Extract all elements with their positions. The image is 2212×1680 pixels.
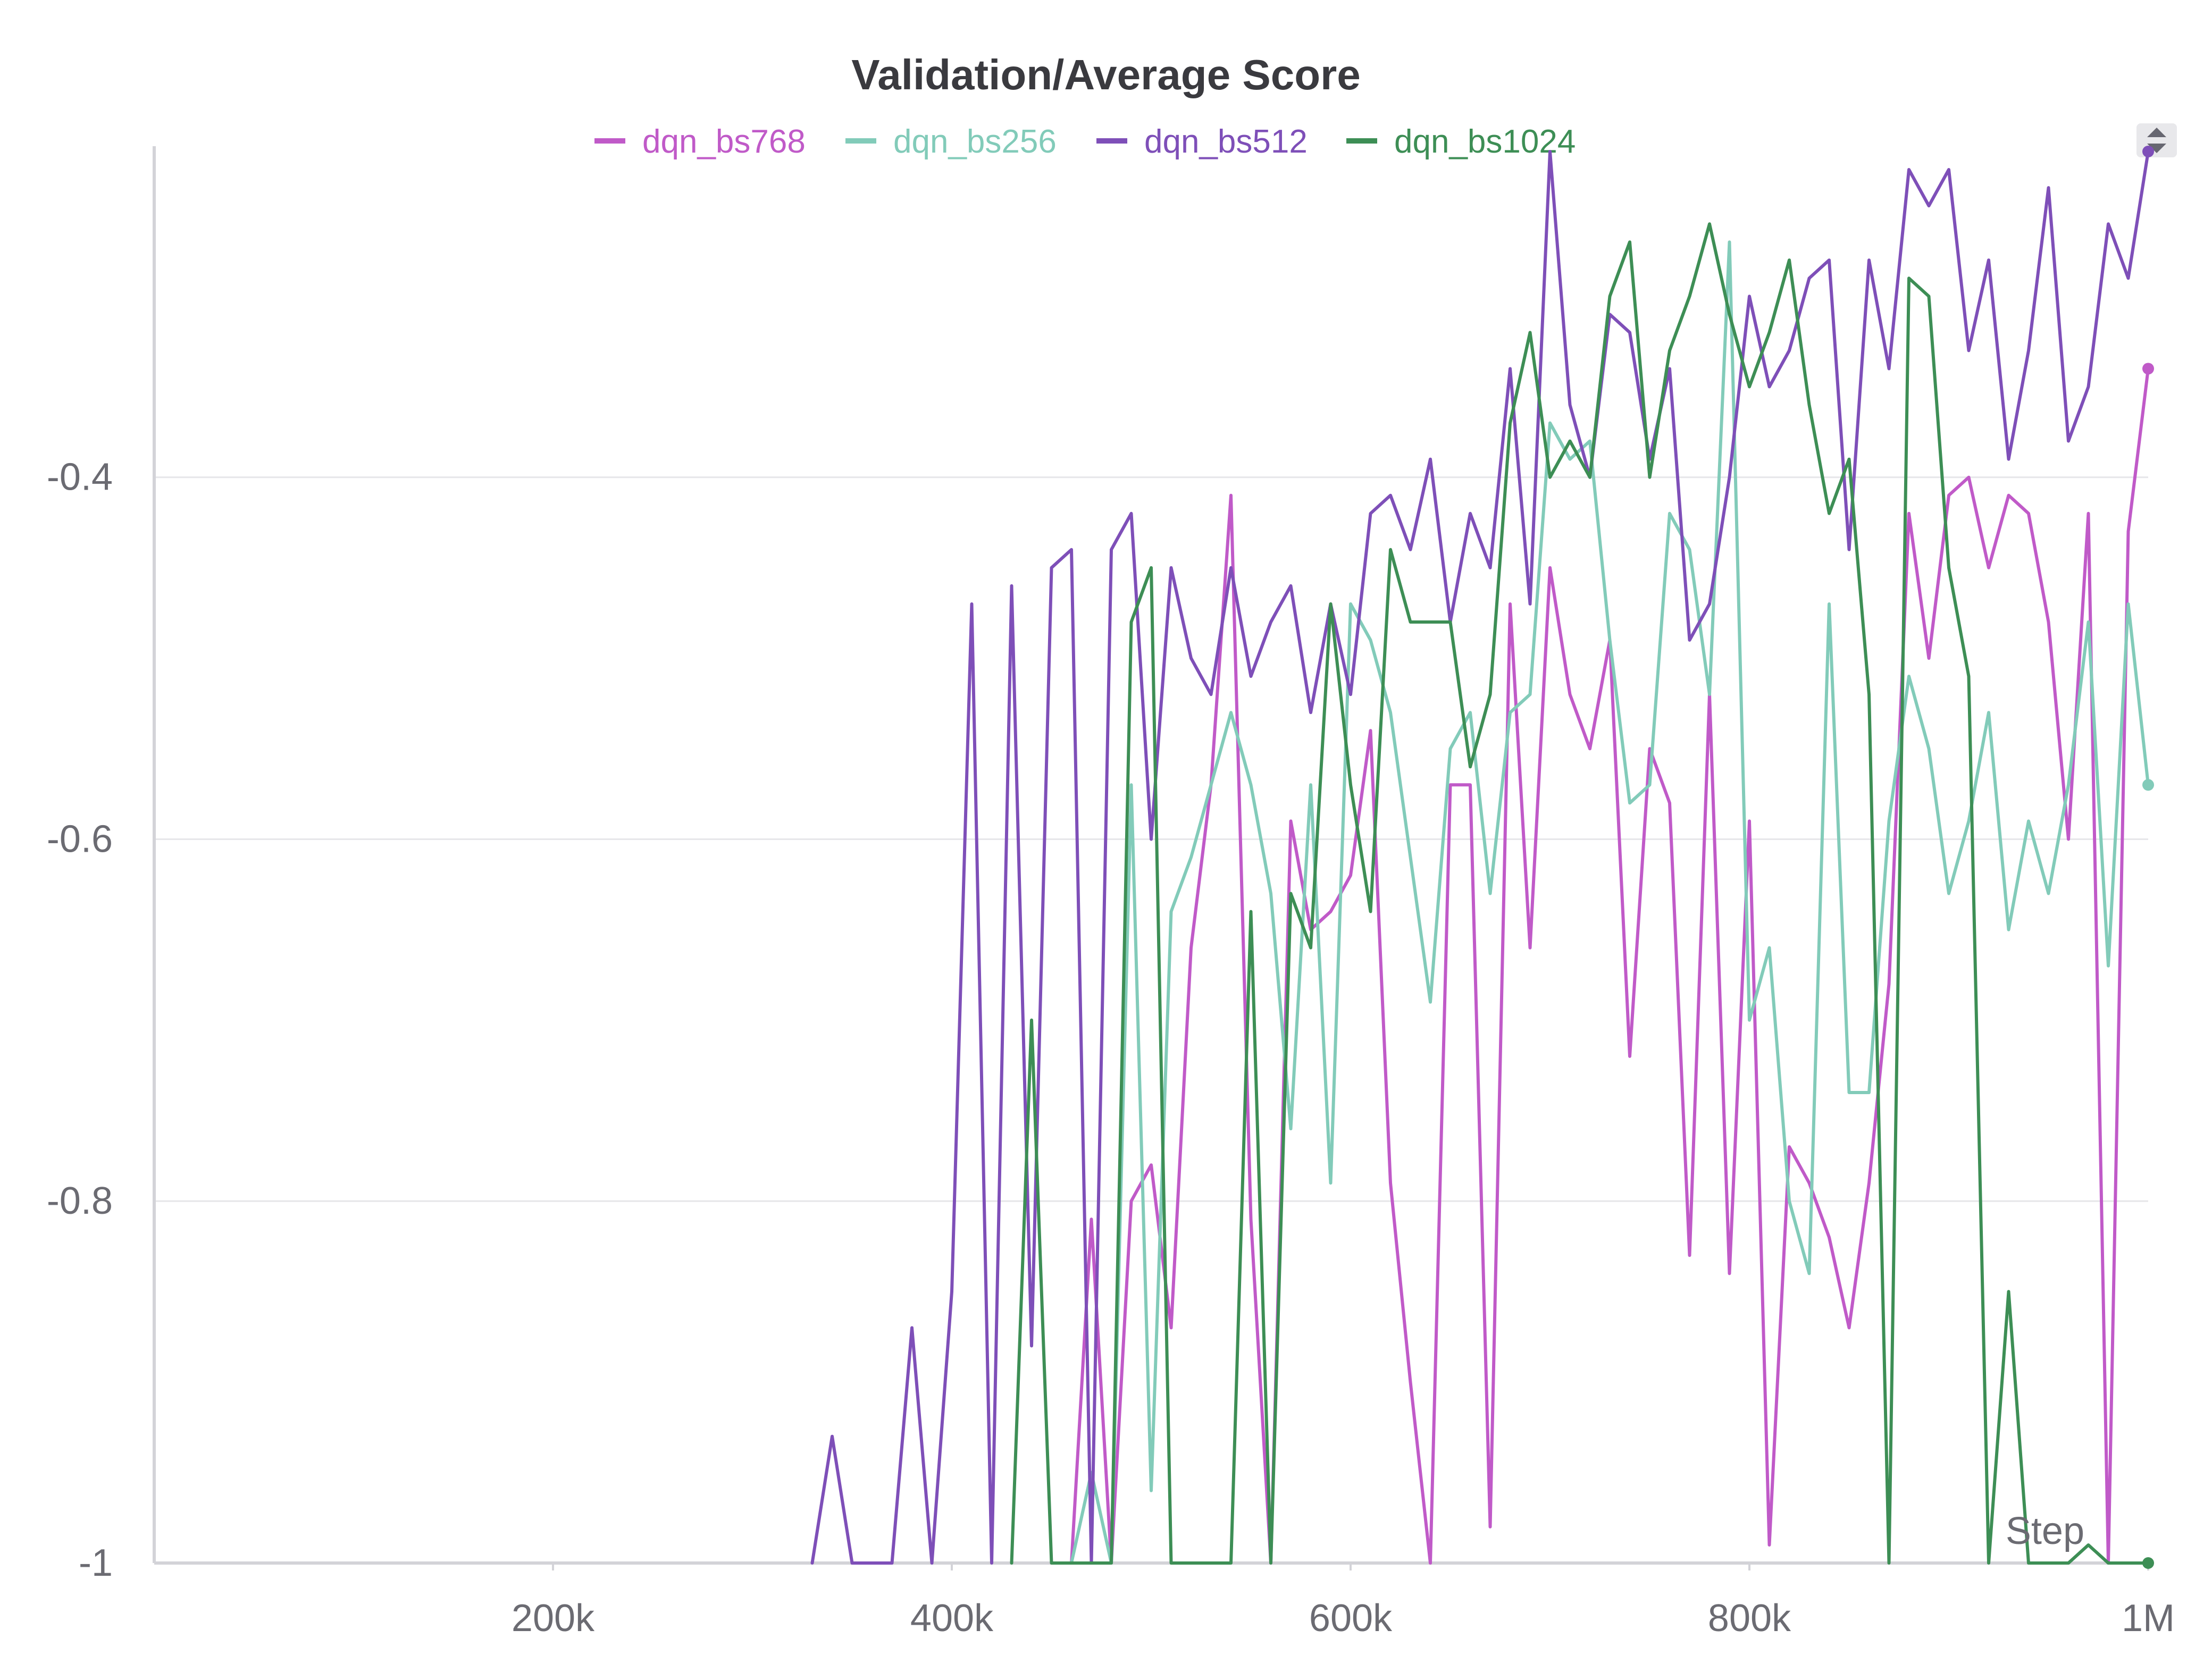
y-tick-label: -1	[79, 1542, 113, 1584]
series-line-dqn_bs512	[810, 150, 2150, 1565]
series-endpoint	[2142, 363, 2154, 375]
legend-item-dqn_bs512[interactable]: dqn_bs512	[1096, 123, 1308, 160]
legend-item-dqn_bs256[interactable]: dqn_bs256	[845, 123, 1057, 160]
series-dqn_bs512	[810, 146, 2154, 1565]
x-tick-label: 200k	[512, 1597, 595, 1640]
legend-item-dqn_bs768[interactable]: dqn_bs768	[594, 123, 806, 160]
x-tick-label: 600k	[1309, 1597, 1393, 1640]
x-axis-label: Step	[2006, 1510, 2084, 1552]
x-tick-label: 400k	[910, 1597, 994, 1640]
x-tick-label: 1M	[2122, 1597, 2175, 1640]
legend: dqn_bs768 dqn_bs256 dqn_bs512 dqn_bs1024	[594, 123, 1576, 160]
series-line-dqn_bs256	[1070, 240, 2150, 1565]
tick-labels: -1 -0.8 -0.6 -0.4 200k 400k 600k 800k 1M	[47, 456, 2175, 1640]
y-tick-label: -0.4	[47, 456, 113, 499]
legend-label: dqn_bs256	[893, 123, 1057, 160]
y-tick-label: -0.8	[47, 1180, 113, 1222]
series-dqn_bs1024	[1010, 222, 2154, 1569]
legend-label: dqn_bs1024	[1394, 123, 1576, 160]
series-endpoint	[2142, 146, 2154, 157]
sort-arrows-icon	[2147, 128, 2166, 153]
chart-title: Validation/Average Score	[851, 51, 1360, 98]
axes	[153, 146, 2148, 1565]
legend-label: dqn_bs768	[642, 123, 806, 160]
series-dqn_bs768	[1050, 363, 2154, 1565]
series-line-dqn_bs768	[1050, 367, 2150, 1565]
series-dqn_bs256	[1070, 240, 2154, 1565]
series-line-dqn_bs1024	[1010, 222, 2150, 1565]
legend-item-dqn_bs1024[interactable]: dqn_bs1024	[1346, 123, 1576, 160]
plot-area	[810, 146, 2154, 1569]
series-endpoint	[2142, 1557, 2154, 1569]
y-tick-label: -0.6	[47, 818, 113, 860]
series-endpoint	[2142, 779, 2154, 791]
x-tick-label: 800k	[1708, 1597, 1791, 1640]
legend-label: dqn_bs512	[1144, 123, 1308, 160]
